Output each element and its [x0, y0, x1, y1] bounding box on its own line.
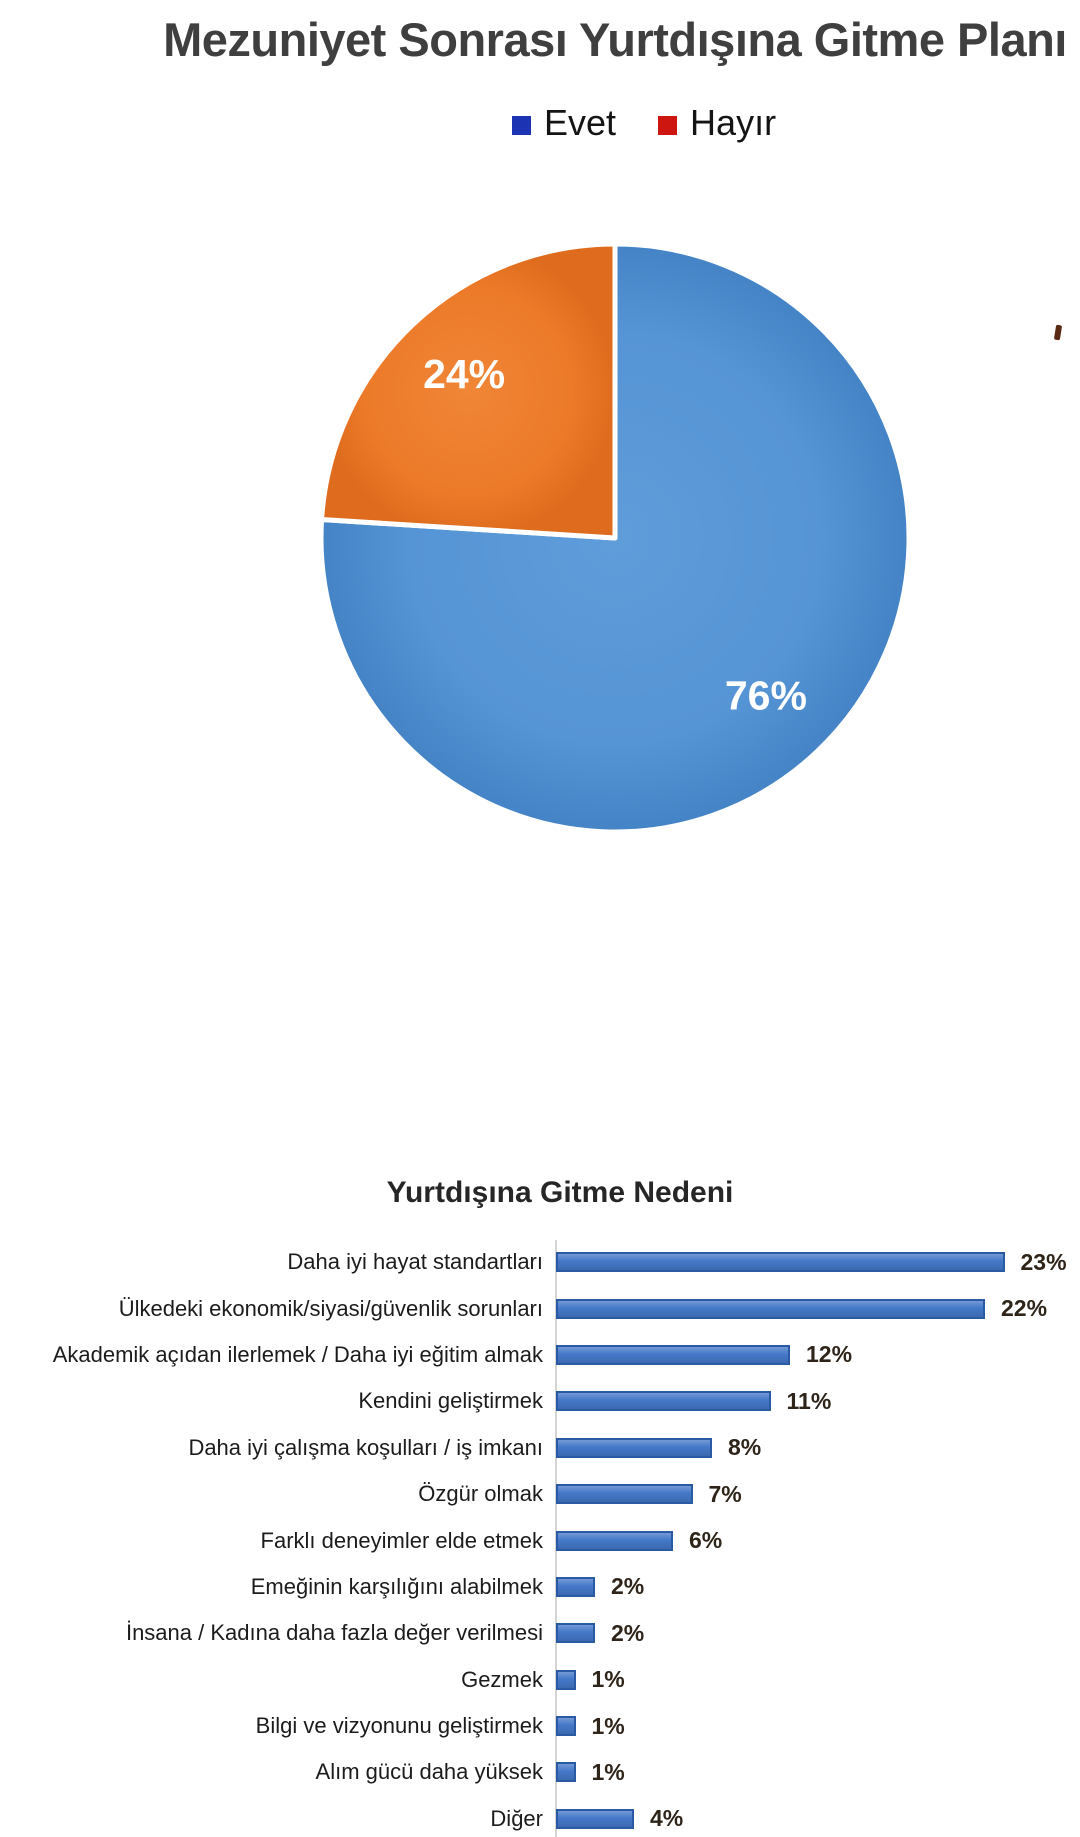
bar-value-label: 1%	[591, 1666, 625, 1693]
bar-chart-rows: Daha iyi hayat standartları 23% Ülkedeki e…	[0, 1239, 1080, 1837]
bar-category-label: Farklı deneyimler elde etmek	[260, 1527, 543, 1553]
bar-row: Daha iyi hayat standartları 23%	[0, 1239, 1080, 1285]
bar-row: Özgür olmak 7%	[0, 1471, 1080, 1517]
bar	[556, 1530, 673, 1551]
pie-chart: 76% 24%	[319, 241, 909, 832]
pie-slice-hayir	[319, 241, 618, 541]
bar	[556, 1669, 576, 1690]
bar-row: Akademik açıdan ilerlemek / Daha iyi eği…	[0, 1332, 1080, 1378]
bar-value-label: 1%	[591, 1758, 625, 1785]
bar-row: Kendini geliştirmek 11%	[0, 1378, 1080, 1424]
bar-value-label: 8%	[728, 1434, 762, 1461]
pie-chart-title: Mezuniyet Sonrası Yurtdışına Gitme Planı	[163, 13, 1067, 66]
bar	[556, 1437, 712, 1458]
legend-swatch-icon	[512, 115, 531, 135]
bar-value-label: 12%	[806, 1341, 853, 1368]
bar-row: İnsana / Kadına daha fazla değer verilme…	[0, 1610, 1080, 1656]
bar-value-label: 6%	[689, 1527, 723, 1554]
bar	[556, 1808, 634, 1829]
bar	[556, 1623, 595, 1644]
bar-category-label: Kendini geliştirmek	[358, 1388, 543, 1414]
bar	[556, 1344, 790, 1365]
bar-category-label: Diğer	[490, 1805, 543, 1831]
pie-data-label: 24%	[423, 351, 505, 397]
legend-label: Evet	[544, 102, 617, 143]
bar-category-label: Bilgi ve vizyonunu geliştirmek	[255, 1713, 543, 1739]
bar	[556, 1391, 771, 1412]
bar-value-label: 11%	[786, 1387, 832, 1414]
bar	[556, 1762, 576, 1783]
bar-category-label: İnsana / Kadına daha fazla değer verilme…	[125, 1620, 543, 1646]
bar	[556, 1576, 595, 1597]
bar-category-label: Daha iyi çalışma koşulları / iş imkanı	[188, 1434, 543, 1460]
pie-legend: Evet Hayır	[512, 102, 776, 144]
bar-category-label: Akademik açıdan ilerlemek / Daha iyi eği…	[52, 1341, 543, 1367]
bar	[556, 1484, 693, 1505]
bar-value-label: 7%	[708, 1480, 742, 1507]
bar-row: Daha iyi çalışma koşulları / iş imkanı 8%	[0, 1425, 1080, 1471]
legend-swatch-icon	[658, 115, 678, 135]
bar-value-label: 2%	[611, 1573, 645, 1600]
bar-category-label: Emeğinin karşılığını alabilmek	[250, 1573, 543, 1599]
bar-category-label: Alım gücü daha yüksek	[315, 1759, 543, 1785]
bar-row: Diğer 4%	[0, 1796, 1080, 1837]
bar-chart-title: Yurtdışına Gitme Nedeni	[386, 1176, 734, 1209]
bar-row: Emeğinin karşılığını alabilmek 2%	[0, 1564, 1080, 1610]
bar-value-label: 2%	[611, 1619, 645, 1646]
bar	[556, 1716, 576, 1737]
bar-row: Bilgi ve vizyonunu geliştirmek 1%	[0, 1703, 1080, 1749]
legend-item-evet: Evet	[512, 102, 616, 144]
bar-category-label: Ülkedeki ekonomik/siyasi/güvenlik sorunl…	[118, 1295, 543, 1321]
bar-category-label: Daha iyi hayat standartları	[287, 1249, 543, 1275]
bar-row: Alım gücü daha yüksek 1%	[0, 1749, 1080, 1795]
bar-value-label: 1%	[591, 1712, 625, 1739]
legend-label: Hayır	[690, 102, 777, 143]
bar	[556, 1298, 985, 1319]
bar-category-label: Gezmek	[461, 1666, 543, 1692]
pie-data-label: 76%	[725, 673, 807, 719]
legend-item-hayir: Hayır	[658, 102, 776, 144]
bar-row: Ülkedeki ekonomik/siyasi/güvenlik sorunl…	[0, 1285, 1080, 1331]
bar-row: Gezmek 1%	[0, 1657, 1080, 1703]
bar-row: Farklı deneyimler elde etmek 6%	[0, 1517, 1080, 1563]
bar	[556, 1252, 1005, 1273]
bar-value-label: 22%	[1001, 1295, 1048, 1322]
bar-category-label: Özgür olmak	[418, 1481, 543, 1507]
bar-value-label: 4%	[650, 1805, 684, 1832]
bar-value-label: 23%	[1020, 1248, 1067, 1275]
